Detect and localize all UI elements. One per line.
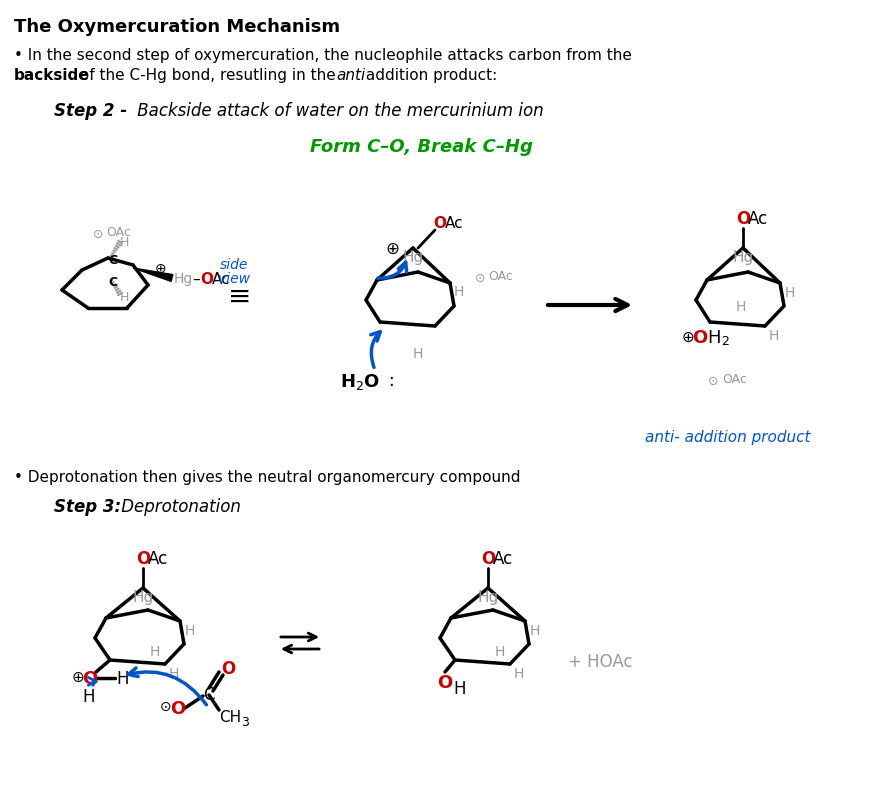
FancyArrowPatch shape (548, 299, 628, 311)
Text: ⊕: ⊕ (682, 330, 695, 345)
Text: ⊙: ⊙ (707, 375, 718, 388)
Text: Ac: Ac (493, 550, 513, 568)
Text: • Deprotonation then gives the neutral organomercury compound: • Deprotonation then gives the neutral o… (14, 470, 520, 485)
Text: O: O (437, 674, 452, 692)
Text: H: H (454, 285, 465, 299)
Text: anti: anti (336, 68, 365, 83)
Text: Hg: Hg (133, 590, 154, 605)
Text: OAc: OAc (488, 270, 512, 283)
Text: anti- addition product: anti- addition product (645, 430, 811, 445)
Text: O: O (221, 660, 235, 678)
Text: O: O (136, 550, 150, 568)
Text: H: H (120, 291, 130, 304)
Text: H: H (116, 670, 129, 688)
Text: Hg: Hg (174, 272, 193, 286)
Text: side: side (220, 258, 248, 272)
Text: OAc: OAc (722, 373, 747, 386)
FancyArrowPatch shape (129, 668, 206, 705)
FancyArrowPatch shape (284, 645, 319, 653)
Text: C: C (108, 254, 117, 267)
Text: ⊙: ⊙ (475, 272, 485, 285)
Text: 3: 3 (241, 716, 249, 729)
FancyArrowPatch shape (88, 677, 96, 685)
Text: Backside attack of water on the mercurinium ion: Backside attack of water on the mercurin… (132, 102, 543, 120)
Text: of the C-Hg bond, resutling in the: of the C-Hg bond, resutling in the (75, 68, 340, 83)
Text: ⊙: ⊙ (93, 228, 103, 241)
Text: Step 3:: Step 3: (54, 498, 121, 516)
Text: ⊕: ⊕ (72, 670, 85, 685)
Text: H: H (530, 624, 541, 638)
Text: addition product:: addition product: (361, 68, 497, 83)
Text: H: H (120, 236, 130, 249)
Text: O: O (200, 272, 213, 287)
Text: 2: 2 (721, 335, 729, 348)
Text: H: H (769, 329, 780, 343)
Text: Deprotonation: Deprotonation (116, 498, 241, 516)
Text: ≡: ≡ (228, 283, 251, 311)
Text: H: H (514, 667, 525, 681)
Text: H$_2$O: H$_2$O (340, 372, 380, 392)
Text: Hg: Hg (403, 250, 424, 265)
FancyArrowPatch shape (370, 331, 380, 368)
Text: H: H (82, 688, 94, 706)
Text: H: H (169, 667, 179, 681)
Text: + HOAc: + HOAc (568, 653, 632, 671)
Text: ⊙: ⊙ (160, 700, 172, 714)
Text: Ac: Ac (445, 216, 464, 231)
Text: O: O (170, 700, 185, 718)
Text: O: O (736, 210, 751, 228)
FancyArrowPatch shape (280, 633, 316, 641)
Text: H: H (785, 286, 796, 300)
Text: O: O (433, 216, 446, 231)
Text: H: H (495, 645, 505, 659)
Text: Step 2 -: Step 2 - (54, 102, 127, 120)
Text: O: O (82, 670, 97, 688)
Text: O: O (481, 550, 496, 568)
Text: O: O (692, 329, 707, 347)
Text: Hg: Hg (478, 590, 499, 605)
Text: H: H (736, 300, 746, 314)
Text: H: H (413, 347, 423, 361)
Text: • In the second step of oxymercuration, the nucleophile attacks carbon from the: • In the second step of oxymercuration, … (14, 48, 632, 63)
Text: H: H (185, 624, 196, 638)
Text: H: H (707, 329, 721, 347)
FancyArrowPatch shape (377, 262, 407, 278)
Text: ⊕: ⊕ (385, 240, 399, 258)
Text: C: C (108, 276, 117, 289)
Text: Ac: Ac (212, 272, 230, 287)
Text: –: – (192, 272, 199, 287)
Text: C: C (203, 686, 214, 704)
Text: ⊕: ⊕ (155, 262, 167, 276)
Text: :: : (383, 372, 395, 390)
Text: OAc: OAc (106, 226, 131, 239)
Polygon shape (133, 268, 173, 281)
Text: The Oxymercuration Mechanism: The Oxymercuration Mechanism (14, 18, 340, 36)
Text: H: H (150, 645, 161, 659)
Text: Hg: Hg (733, 250, 754, 265)
Text: CH: CH (219, 710, 241, 725)
Text: H: H (453, 680, 466, 698)
Text: backside: backside (14, 68, 90, 83)
Text: Ac: Ac (748, 210, 768, 228)
Text: Ac: Ac (148, 550, 168, 568)
Text: Form C–O, Break C–Hg: Form C–O, Break C–Hg (310, 138, 533, 156)
Text: view: view (218, 272, 250, 286)
